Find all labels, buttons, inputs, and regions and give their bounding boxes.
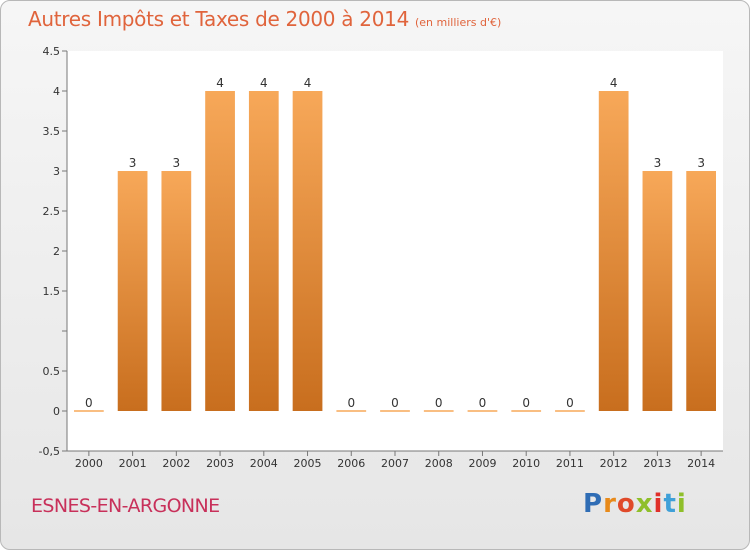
- data-label: 4: [216, 76, 224, 90]
- data-label: 4: [610, 76, 618, 90]
- data-label: 3: [173, 156, 181, 170]
- x-tick-label: 2000: [75, 457, 103, 470]
- logo-letter: o: [616, 489, 636, 519]
- y-tick-label: 3: [53, 165, 60, 178]
- x-tick-label: 2006: [337, 457, 365, 470]
- x-tick-label: 2002: [162, 457, 190, 470]
- logo-letter: i: [653, 489, 664, 519]
- bar: [117, 171, 148, 411]
- data-label: 0: [347, 396, 355, 410]
- y-tick-label: 4.5: [43, 45, 61, 58]
- y-tick-label: 2: [53, 245, 60, 258]
- data-labels: 0 3 3 4 4 4 0 0 0 0 0 0 4 3 3: [85, 76, 705, 410]
- x-tick-label: 2004: [250, 457, 278, 470]
- data-label: 3: [697, 156, 705, 170]
- data-label: 0: [435, 396, 443, 410]
- bars: [73, 91, 717, 412]
- data-label: 0: [566, 396, 574, 410]
- chart-title: Autres Impôts et Taxes de 2000 à 2014 (en…: [28, 7, 502, 31]
- bar: [598, 91, 629, 411]
- y-tick-label: 0.5: [43, 365, 61, 378]
- x-tick-label: 2005: [294, 457, 322, 470]
- logo-letter: r: [603, 489, 617, 519]
- x-tick-label: 2009: [468, 457, 496, 470]
- x-tick-label: 2012: [600, 457, 628, 470]
- bar: [161, 171, 192, 411]
- bar: [686, 171, 717, 411]
- y-tick-label: 3.5: [43, 125, 61, 138]
- bar: [205, 91, 235, 411]
- y-tick-label: 4: [53, 85, 60, 98]
- bar: [248, 91, 279, 411]
- logo-letter: P: [583, 489, 604, 519]
- data-label: 0: [85, 396, 93, 410]
- x-tick-label: 2008: [425, 457, 453, 470]
- x-tick-label: 2010: [512, 457, 540, 470]
- y-tick-label: 1.5: [43, 285, 61, 298]
- chart-subtitle: (en milliers d'€): [415, 16, 502, 29]
- proxiti-logo: Proxiti: [583, 489, 687, 519]
- y-tick-label: 2.5: [43, 205, 61, 218]
- data-label: 4: [304, 76, 312, 90]
- x-tick-label: 2014: [687, 457, 715, 470]
- data-label: 3: [129, 156, 137, 170]
- y-axis-ticks: -0,5 0 0.5 1.5 2 2.5 3 3.5 4 4.5: [39, 45, 67, 458]
- x-axis-ticks: 2000 2001 2002 2003 2004 2005 2006 2007 2008 2009…: [75, 451, 715, 470]
- data-label: 0: [522, 396, 530, 410]
- data-label: 3: [654, 156, 662, 170]
- bar: [642, 171, 673, 411]
- bar: [292, 91, 323, 411]
- data-label: 0: [391, 396, 399, 410]
- y-tick-label: 0: [53, 405, 60, 418]
- logo-letter: t: [663, 489, 677, 519]
- x-tick-label: 2007: [381, 457, 409, 470]
- x-tick-label: 2011: [556, 457, 584, 470]
- data-label: 4: [260, 76, 268, 90]
- logo-letter: x: [635, 489, 654, 519]
- data-label: 0: [479, 396, 487, 410]
- x-tick-label: 2013: [643, 457, 671, 470]
- logo-letter: i: [676, 489, 687, 519]
- x-tick-label: 2003: [206, 457, 234, 470]
- location-name: ESNES-EN-ARGONNE: [31, 495, 220, 517]
- x-tick-label: 2001: [119, 457, 147, 470]
- y-tick-label: -0,5: [39, 445, 60, 458]
